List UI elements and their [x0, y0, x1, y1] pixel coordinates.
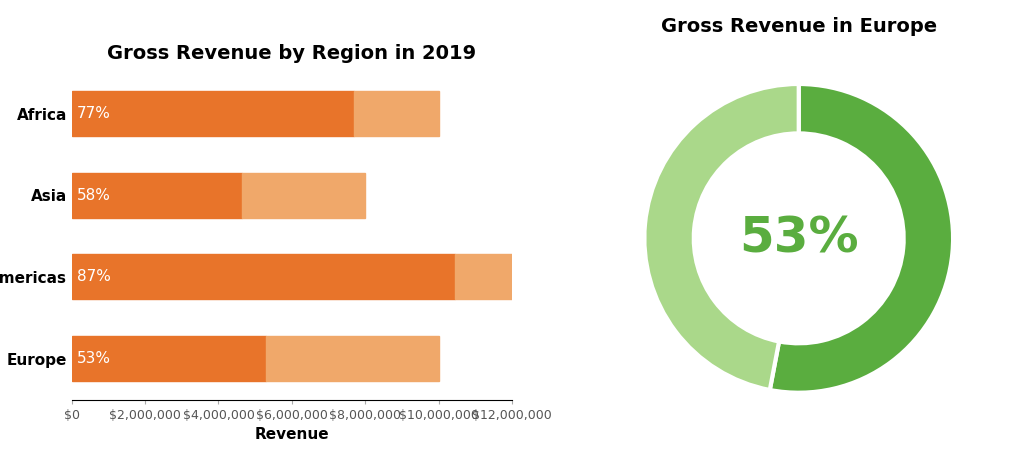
Text: 58%: 58% — [77, 188, 111, 203]
Bar — [455, 254, 512, 300]
Wedge shape — [644, 84, 799, 390]
Bar — [72, 173, 242, 217]
Wedge shape — [770, 84, 953, 393]
Bar — [266, 336, 438, 381]
Bar — [72, 254, 455, 300]
Text: 53%: 53% — [77, 351, 112, 366]
Text: 53%: 53% — [739, 214, 858, 262]
Bar — [242, 173, 366, 217]
Title: Gross Revenue by Region in 2019: Gross Revenue by Region in 2019 — [108, 44, 476, 63]
Text: 77%: 77% — [77, 106, 111, 121]
Bar — [354, 91, 438, 136]
Text: 87%: 87% — [77, 269, 111, 285]
X-axis label: Revenue: Revenue — [255, 427, 329, 442]
Bar — [72, 91, 354, 136]
Bar — [72, 336, 266, 381]
Title: Gross Revenue in Europe: Gross Revenue in Europe — [660, 16, 937, 35]
